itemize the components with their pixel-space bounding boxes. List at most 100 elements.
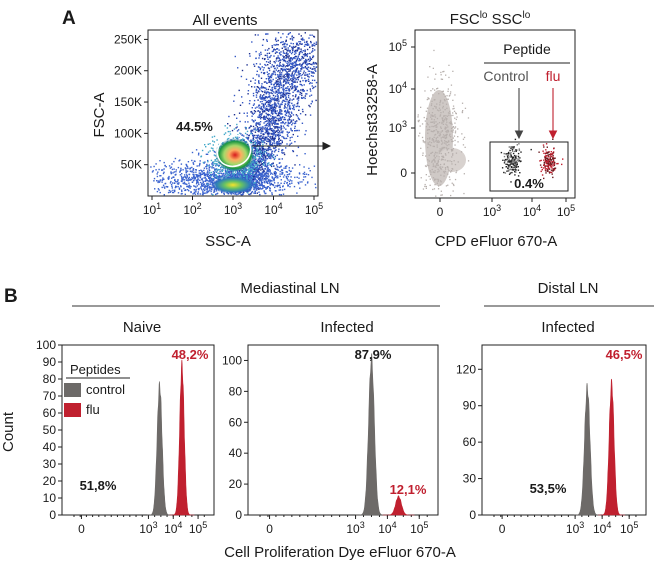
- event-dot: [170, 190, 172, 192]
- event-dot: [254, 173, 257, 175]
- event-dot: [439, 135, 441, 137]
- event-dot: [268, 80, 270, 82]
- event-dot: [193, 185, 195, 187]
- event-dot: [446, 115, 449, 117]
- event-dot: [265, 64, 267, 67]
- event-dot: [278, 85, 281, 87]
- event-dot: [434, 89, 436, 91]
- event-dot: [255, 96, 258, 98]
- event-dot: [278, 115, 281, 117]
- event-dot: [274, 122, 276, 124]
- event-dot: [289, 179, 291, 181]
- event-dot: [280, 41, 282, 44]
- event-dot: [189, 179, 191, 181]
- event-dot: [261, 153, 264, 155]
- event-dot: [249, 140, 251, 142]
- event-dot: [209, 172, 211, 174]
- event-dot: [224, 174, 226, 176]
- event-dot: [442, 102, 444, 104]
- event-dot: [274, 52, 277, 54]
- event-dot: [277, 44, 279, 46]
- event-dot: [281, 113, 283, 115]
- event-dot: [277, 39, 279, 42]
- event-dot: [249, 171, 251, 173]
- event-dot: [314, 62, 316, 64]
- event-dot: [420, 106, 422, 108]
- event-dot: [207, 170, 209, 172]
- event-dot: [291, 124, 293, 126]
- event-dot: [251, 168, 254, 171]
- event-dot: [209, 187, 211, 190]
- event-dot: [254, 141, 256, 144]
- event-dot: [313, 86, 315, 89]
- event-dot: [167, 178, 170, 180]
- event-dot: [252, 95, 255, 97]
- event-dot: [299, 164, 301, 166]
- event-dot: [277, 95, 279, 97]
- event-dot: [271, 135, 274, 138]
- event-dot: [258, 177, 260, 179]
- event-dot: [271, 89, 274, 91]
- event-dot: [198, 170, 200, 172]
- event-dot: [436, 182, 438, 184]
- event-dot: [448, 64, 450, 66]
- event-dot: [222, 174, 224, 176]
- event-dot: [186, 174, 188, 176]
- event-dot: [290, 119, 293, 121]
- event-dot: [267, 164, 269, 167]
- event-dot: [250, 131, 252, 133]
- event-dot: [233, 94, 236, 97]
- event-dot: [223, 172, 225, 175]
- event-dot: [443, 93, 445, 95]
- event-dot: [436, 117, 439, 120]
- event-dot: [190, 179, 192, 181]
- event-dot: [250, 130, 252, 133]
- event-dot: [245, 78, 248, 80]
- event-dot: [259, 161, 262, 163]
- event-dot: [294, 86, 296, 88]
- event-dot: [434, 151, 437, 153]
- event-dot: [454, 163, 457, 166]
- event-dot: [257, 110, 259, 112]
- event-dot: [265, 124, 268, 127]
- event-dot: [271, 144, 274, 146]
- event-dot: [261, 66, 263, 68]
- event-dot: [269, 95, 271, 97]
- event-dot: [287, 94, 290, 97]
- event-dot: [302, 110, 304, 113]
- event-dot: [443, 118, 446, 120]
- event-dot: [234, 171, 237, 173]
- event-dot: [442, 146, 444, 149]
- event-dot: [201, 188, 203, 191]
- event-dot: [256, 181, 258, 183]
- event-dot: [427, 129, 429, 131]
- event-dot: [289, 122, 291, 124]
- event-dot: [236, 174, 238, 176]
- event-dot: [259, 118, 262, 120]
- event-dot: [449, 93, 452, 95]
- event-dot: [451, 149, 454, 151]
- event-dot: [297, 99, 300, 101]
- event-dot: [299, 187, 301, 189]
- event-dot: [315, 99, 317, 102]
- scatter-left-ytick-label: 100K: [114, 126, 142, 140]
- event-dot: [211, 189, 213, 191]
- event-dot: [279, 64, 281, 67]
- event-dot: [272, 120, 275, 122]
- event-dot: [253, 162, 255, 164]
- event-dot: [265, 138, 267, 140]
- event-dot: [433, 119, 435, 121]
- event-dot: [258, 53, 261, 55]
- event-dot: [185, 179, 188, 181]
- event-dot: [264, 159, 267, 162]
- event-dot: [297, 79, 299, 81]
- event-dot: [450, 121, 452, 123]
- scatter-left-title: All events: [192, 12, 257, 29]
- event-dot: [214, 163, 216, 165]
- event-dot: [264, 49, 267, 51]
- event-dot: [263, 175, 266, 177]
- event-dot: [315, 70, 317, 72]
- event-dot: [221, 173, 223, 175]
- event-dot: [187, 161, 190, 163]
- event-dot: [298, 59, 301, 61]
